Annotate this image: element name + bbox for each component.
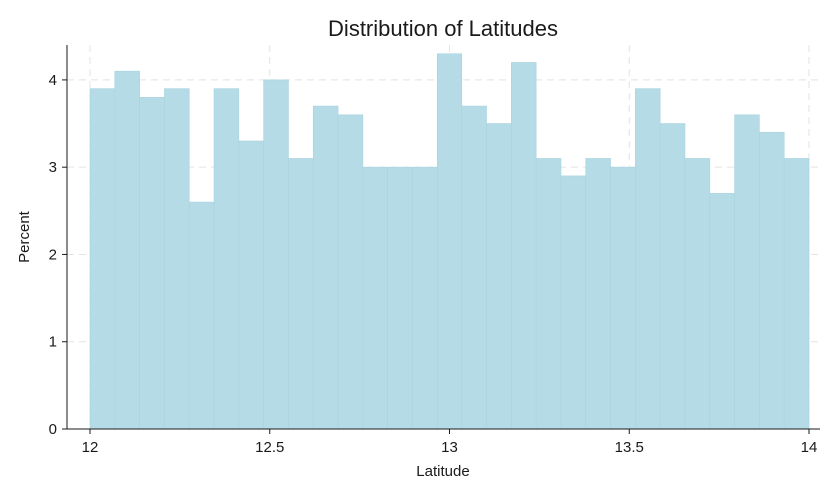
histogram-bar (337, 114, 364, 430)
histogram-bar (635, 88, 661, 430)
histogram-bar (560, 175, 587, 430)
histogram-bar (610, 166, 636, 430)
histogram-bar (362, 166, 388, 430)
histogram-bar (659, 123, 686, 430)
histogram-bar (511, 62, 537, 430)
y-tick-label: 1 (49, 334, 57, 351)
histogram-bar (585, 158, 611, 430)
histogram-bar (461, 105, 487, 430)
histogram-bar (759, 131, 785, 430)
y-axis-label: Percent (16, 210, 33, 263)
histogram-bar (139, 97, 165, 430)
chart-title: Distribution of Latitudes (328, 16, 558, 41)
y-tick-label: 2 (49, 246, 57, 263)
histogram-bar (164, 88, 190, 430)
histogram-bar (312, 105, 339, 430)
x-tick-label: 12 (82, 439, 99, 456)
histogram-bar (213, 88, 240, 430)
axes (66, 45, 820, 430)
y-tick-label: 4 (49, 72, 57, 89)
histogram-bar (114, 70, 140, 430)
histogram-bar (387, 166, 413, 430)
histogram-bar (535, 158, 562, 430)
bars (89, 53, 810, 430)
histogram-bar (734, 114, 760, 430)
histogram-bar (783, 158, 810, 430)
histogram-bar (486, 123, 512, 430)
x-tick-label: 13 (441, 439, 458, 456)
x-tick-label: 14 (801, 439, 818, 456)
y-tick-label: 3 (49, 159, 57, 176)
x-tick-label: 13.5 (615, 439, 644, 456)
histogram-bar (412, 166, 438, 430)
y-tick-label: 0 (49, 421, 57, 438)
x-axis-label: Latitude (416, 463, 469, 480)
histogram-bar (436, 53, 463, 430)
histogram-bar (188, 201, 215, 430)
histogram-bar (709, 193, 735, 430)
histogram-bar (238, 140, 264, 430)
histogram-bar (684, 158, 711, 430)
histogram-bar (288, 158, 314, 430)
histogram-bar (89, 88, 116, 430)
histogram-bar (263, 79, 289, 430)
x-tick-label: 12.5 (255, 439, 284, 456)
